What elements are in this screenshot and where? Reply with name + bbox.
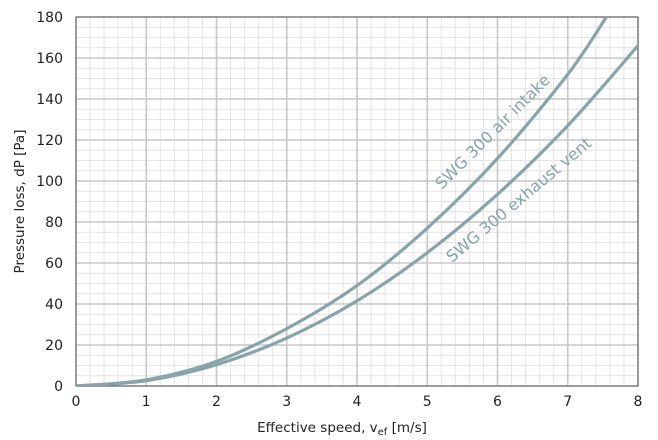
y-tick-label: 100 [36, 174, 63, 190]
y-tick-label: 40 [45, 297, 63, 313]
x-tick-labels: 0 1 2 3 4 5 6 7 8 [72, 394, 643, 410]
y-tick-label: 160 [36, 51, 63, 67]
series-line-1 [76, 44, 638, 386]
y-tick-label: 180 [36, 10, 63, 26]
x-tick-label: 8 [634, 394, 643, 410]
x-tick-label: 4 [353, 394, 362, 410]
x-tick-label: 1 [142, 394, 151, 410]
x-tick-label: 6 [493, 394, 502, 410]
y-tick-label: 0 [54, 379, 63, 395]
y-tick-label: 60 [45, 256, 63, 272]
plot-frame [75, 16, 639, 387]
y-tick-labels: 0 20 40 60 80 100 120 140 160 180 [36, 10, 63, 395]
y-tick-label: 140 [36, 92, 63, 108]
y-axis-title: Pressure loss, dP [Pa] [12, 130, 28, 274]
y-tick-label: 120 [36, 133, 63, 149]
series-layer [76, 17, 638, 386]
y-tick-label: 20 [45, 338, 63, 354]
y-tick-label: 80 [45, 215, 63, 231]
x-tick-label: 5 [423, 394, 432, 410]
x-tick-label: 7 [563, 394, 572, 410]
x-tick-label: 2 [212, 394, 221, 410]
x-axis-title: Effective speed, vef [m/s] [257, 420, 427, 438]
x-tick-label: 3 [282, 394, 291, 410]
x-tick-label: 0 [72, 394, 81, 410]
